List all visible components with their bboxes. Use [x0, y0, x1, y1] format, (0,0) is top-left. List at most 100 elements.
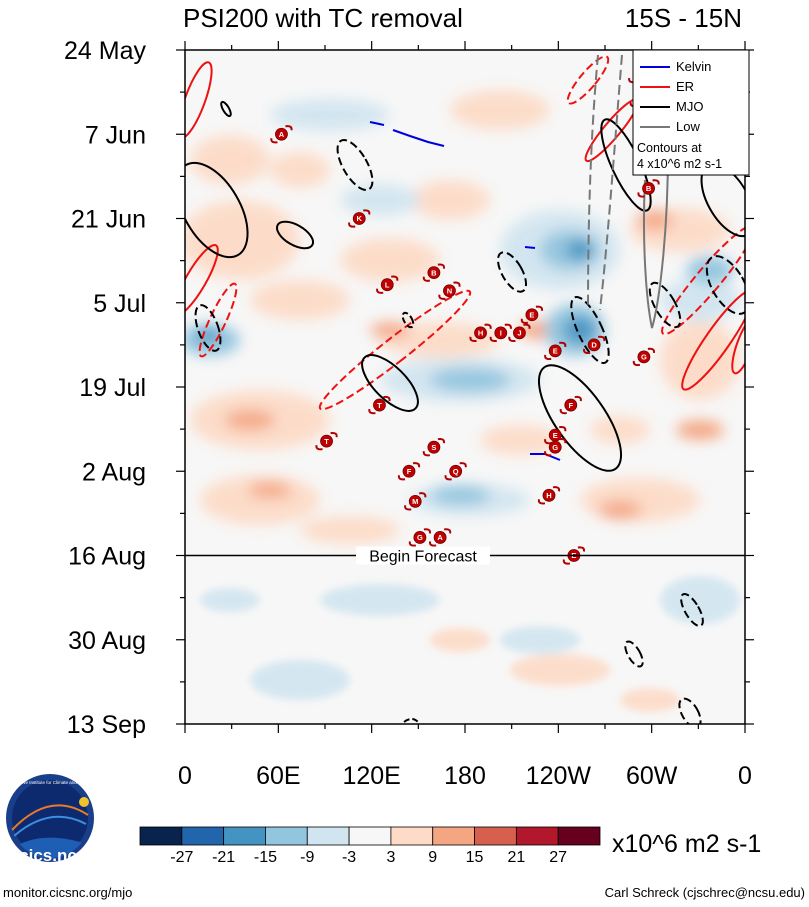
tc-arm [422, 276, 431, 282]
tc-label: F [407, 467, 412, 476]
x-tick-label: 120E [342, 762, 400, 790]
tc-arm [443, 528, 452, 534]
tc-arm [469, 336, 477, 342]
tc-arm [453, 281, 461, 287]
low-contour [599, 54, 623, 311]
tc-dot [642, 182, 655, 195]
forecast-label-background [356, 546, 490, 565]
logo-text: cics.nc [19, 846, 77, 865]
tc-arm [391, 275, 399, 281]
tc-marker: A [270, 125, 293, 144]
tc-marker: G [632, 347, 656, 367]
tc-arm [438, 294, 446, 300]
mjo-contour [570, 295, 610, 365]
x-tick-label: 60W [626, 762, 678, 790]
tc-arm [582, 348, 591, 355]
x-tick-label: 0 [738, 762, 752, 790]
tc-arm [652, 179, 660, 185]
kelvin-contour [369, 121, 385, 126]
tc-dot [564, 398, 578, 412]
tc-marker: T [315, 432, 338, 451]
y-tick-label: 16 Aug [68, 543, 146, 571]
legend-label-kelvin: Kelvin [676, 59, 711, 74]
tc-arm [376, 288, 384, 294]
colorbar-swatch [515, 826, 559, 846]
tc-arm [537, 499, 546, 505]
tc-marker: B [422, 263, 446, 282]
mjo-contour [185, 161, 249, 259]
tc-arm [412, 462, 421, 468]
colorbar-swatch [474, 826, 517, 846]
positive-anomaly [340, 238, 440, 282]
colorbar-label: 3 [386, 849, 395, 866]
tc-arm [562, 559, 571, 565]
colorbar-swatch [557, 826, 601, 846]
tc-marker: H [469, 323, 492, 342]
chart-title: PSI200 with TC removal [183, 3, 463, 33]
tc-arm [404, 505, 412, 511]
tc-marker: E [520, 305, 544, 324]
kelvin-contour [524, 246, 536, 249]
tc-arm [632, 360, 641, 367]
tc-label: G [641, 353, 647, 362]
mjo-contour [624, 640, 644, 668]
positive-anomaly [370, 322, 410, 338]
colorbar-swatch [223, 826, 266, 846]
tc-arm [437, 263, 446, 269]
colorbar-swatch [181, 826, 225, 846]
negative-anomaly [564, 316, 596, 344]
tc-arm [504, 323, 512, 330]
positive-anomaly [598, 501, 642, 519]
y-tick-label: 5 Jul [93, 290, 146, 318]
tc-marker: H [537, 486, 561, 505]
tc-arm [270, 138, 278, 144]
colorbar-swatch [348, 826, 392, 846]
tc-marker: A [428, 528, 452, 547]
negative-anomaly [660, 278, 740, 322]
mjo-contour [648, 281, 682, 329]
tc-arm [559, 425, 567, 432]
mjo-contour [680, 593, 704, 627]
legend-box [632, 49, 750, 176]
tc-label: K [357, 214, 363, 223]
tc-arm [559, 341, 567, 348]
colorbar-label: 21 [507, 849, 525, 866]
colorbar-label: -21 [212, 849, 235, 866]
mjo-contour [401, 311, 415, 329]
tc-arm [489, 336, 497, 342]
tc-label: I [500, 329, 502, 338]
tc-label: H [546, 491, 551, 500]
positive-anomaly [660, 320, 740, 400]
tc-marker: L [376, 275, 399, 294]
tc-arm [559, 408, 567, 415]
tc-dot [542, 488, 556, 502]
tc-arm [422, 450, 431, 457]
tc-label: H [478, 329, 483, 338]
website-link[interactable]: monitor.cicsnc.org/mjo [3, 885, 132, 900]
tc-dot [587, 338, 601, 352]
tc-label: B [646, 184, 652, 193]
colorbar-label: -15 [254, 849, 277, 866]
tc-dot [427, 266, 441, 280]
tc-dot [474, 326, 487, 340]
tc-label: B [431, 268, 437, 277]
mjo-contour [275, 220, 315, 250]
logo-hills [10, 837, 90, 858]
tc-dot [637, 350, 651, 364]
positive-anomaly [185, 200, 300, 280]
tc-arm [315, 444, 323, 451]
tc-label: E [553, 347, 558, 356]
tc-label: E [529, 310, 534, 319]
tc-marker: M [404, 492, 427, 511]
tc-arm [552, 486, 561, 492]
tc-marker: G [408, 528, 432, 547]
er-contour [566, 55, 610, 105]
tc-dot [427, 440, 441, 454]
tc-label: G [552, 443, 558, 452]
tc-label: T [324, 437, 329, 446]
tc-arm [523, 323, 531, 330]
tc-label: N [447, 286, 452, 295]
tc-arm [508, 336, 516, 342]
colorbar-label: 27 [549, 849, 567, 866]
logo-sun [79, 797, 89, 807]
